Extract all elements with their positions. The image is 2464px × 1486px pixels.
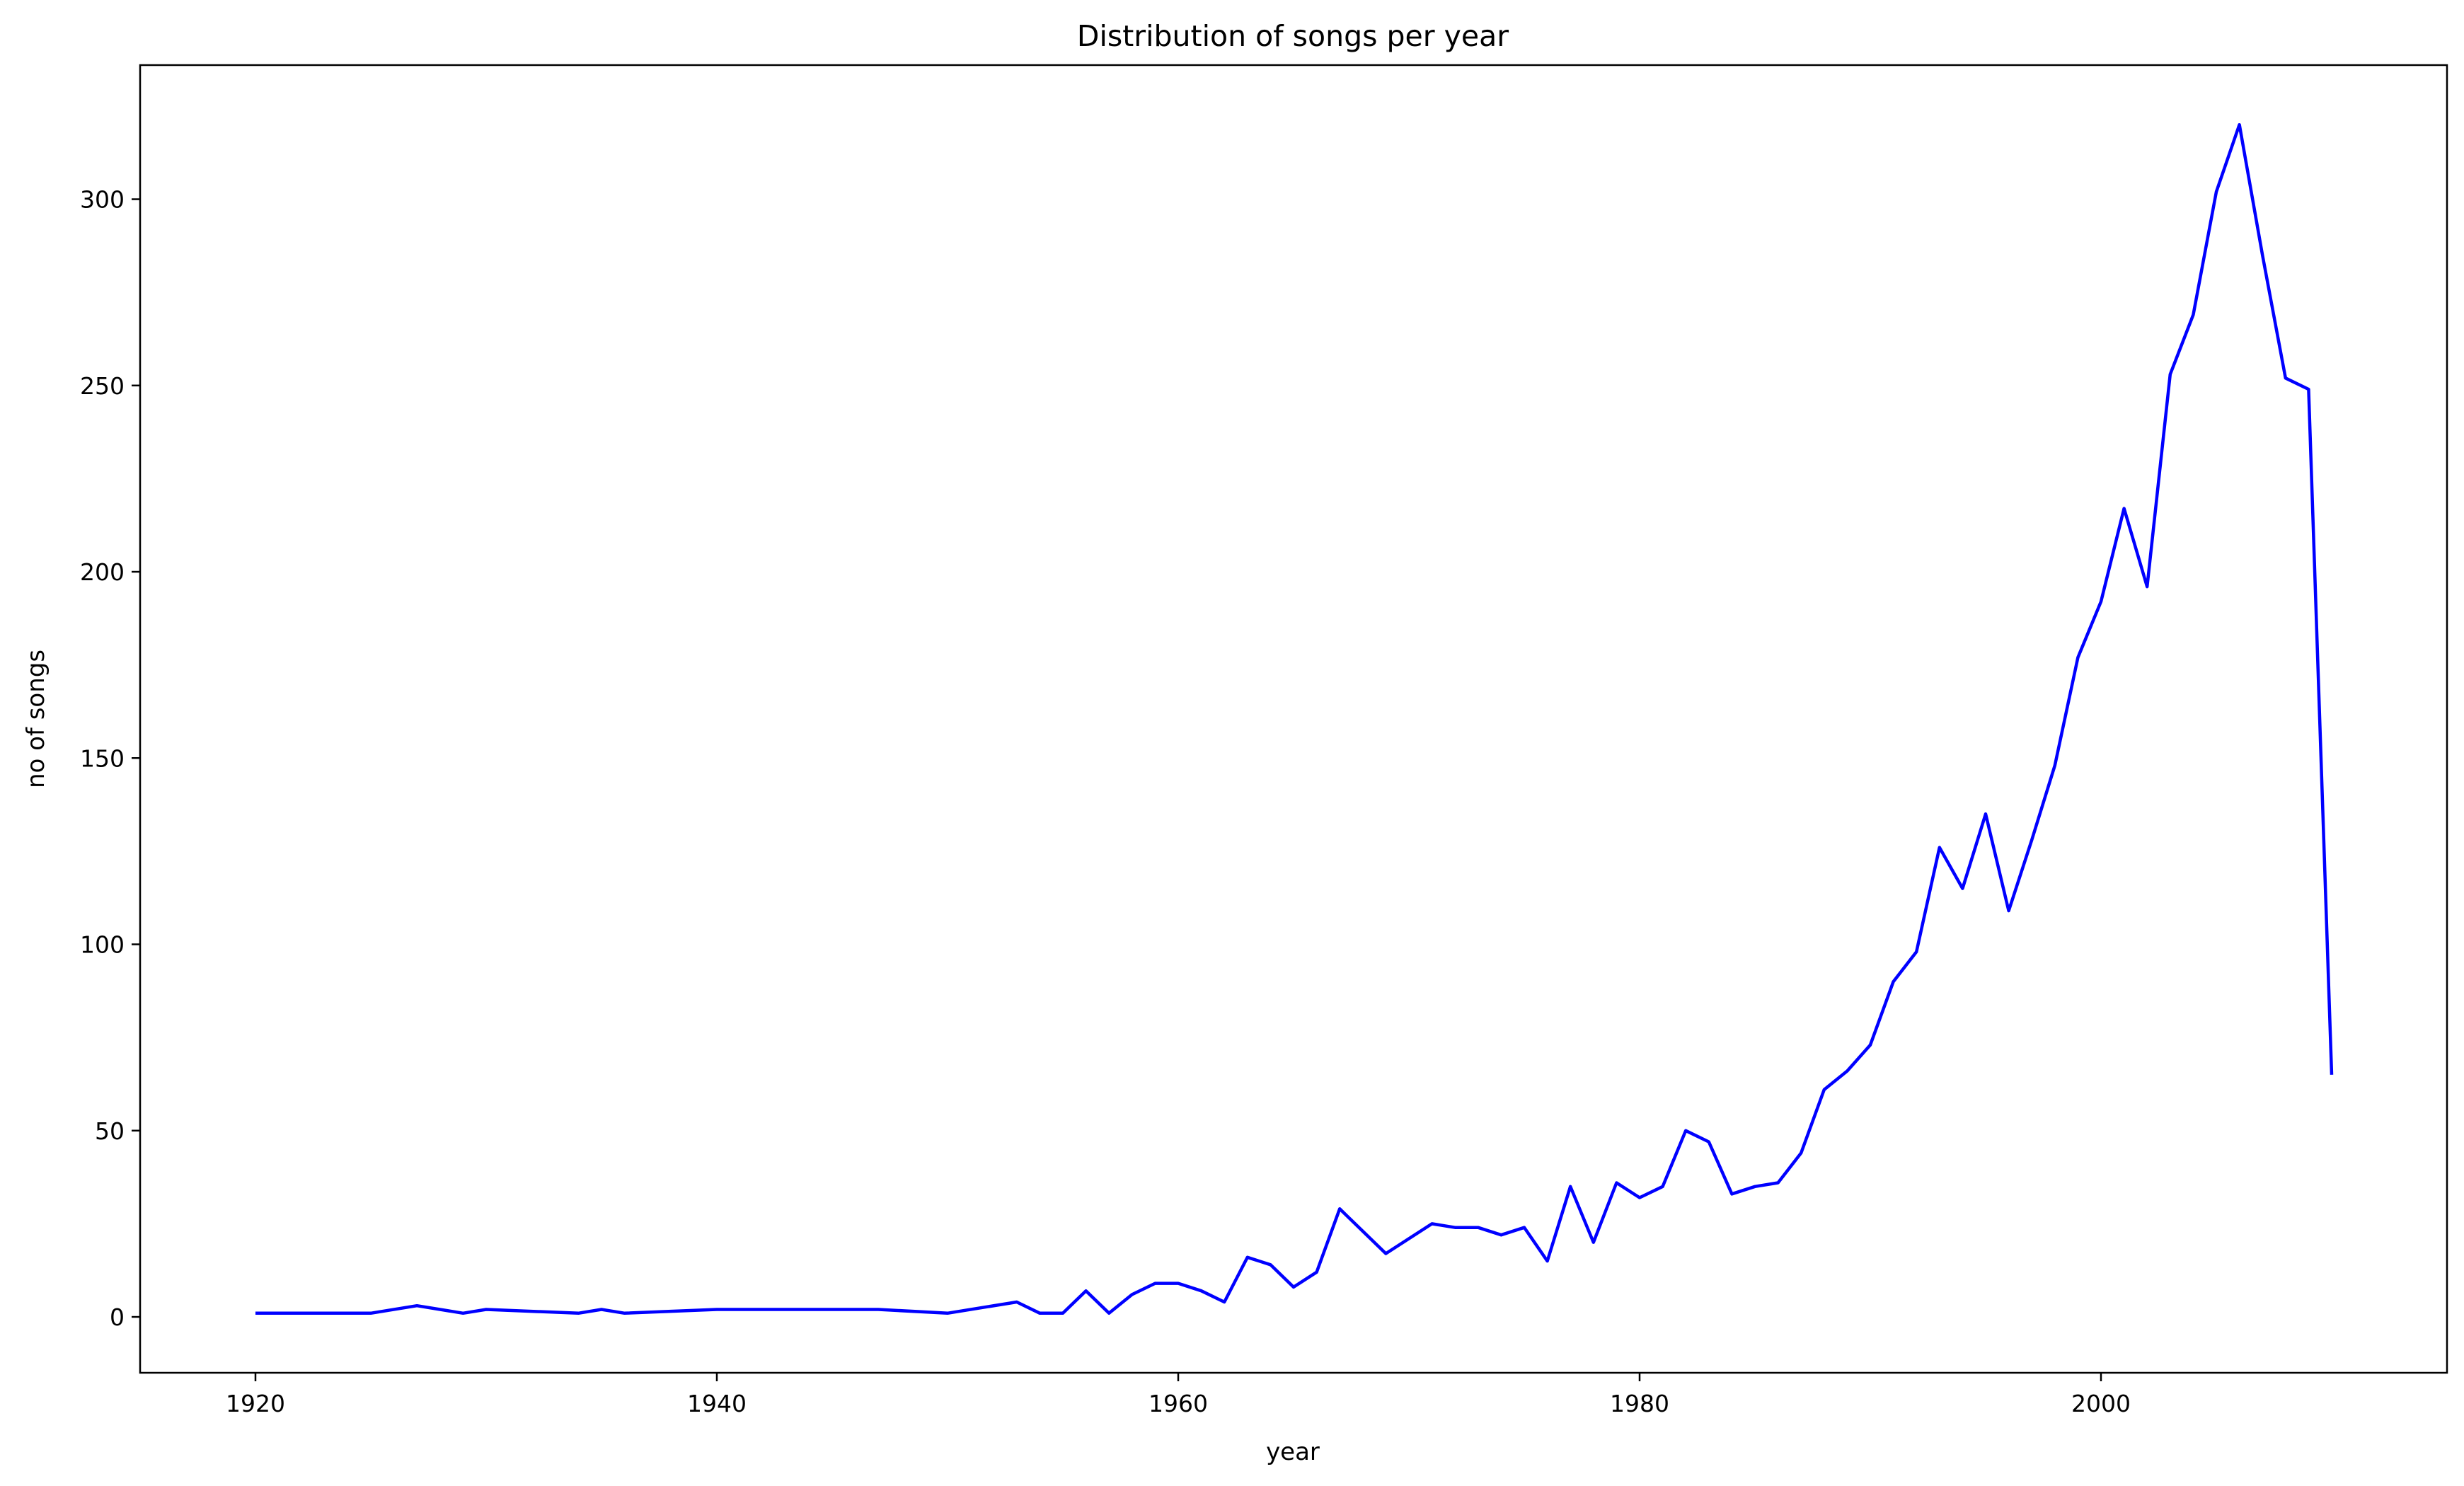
chart-title: Distribution of songs per year: [1077, 19, 1509, 53]
y-axis: 0 50 100 150 200 250 300: [80, 186, 140, 1331]
series-line-0: [255, 122, 2334, 1315]
y-axis-label: no of songs: [22, 650, 50, 788]
x-tick-label: 1940: [687, 1390, 747, 1417]
x-tick-label: 1980: [1610, 1390, 1669, 1417]
y-tick-label: 300: [80, 186, 125, 214]
x-axis-label: year: [1266, 1438, 1320, 1466]
y-tick-label: 0: [110, 1303, 125, 1331]
x-axis: 1920 1940 1960 1980 2000: [226, 1373, 2131, 1417]
y-tick-label: 200: [80, 558, 125, 586]
x-tick-label: 1920: [226, 1390, 285, 1417]
y-tick-label: 100: [80, 931, 125, 959]
y-tick-label: 150: [80, 744, 125, 772]
x-tick-label: 2000: [2071, 1390, 2131, 1417]
x-tick-label: 1960: [1148, 1390, 1208, 1417]
plot-frame: [139, 64, 2448, 1374]
plot-area: [255, 122, 2334, 1315]
y-tick-label: 250: [80, 372, 125, 400]
y-tick-label: 50: [95, 1117, 125, 1145]
